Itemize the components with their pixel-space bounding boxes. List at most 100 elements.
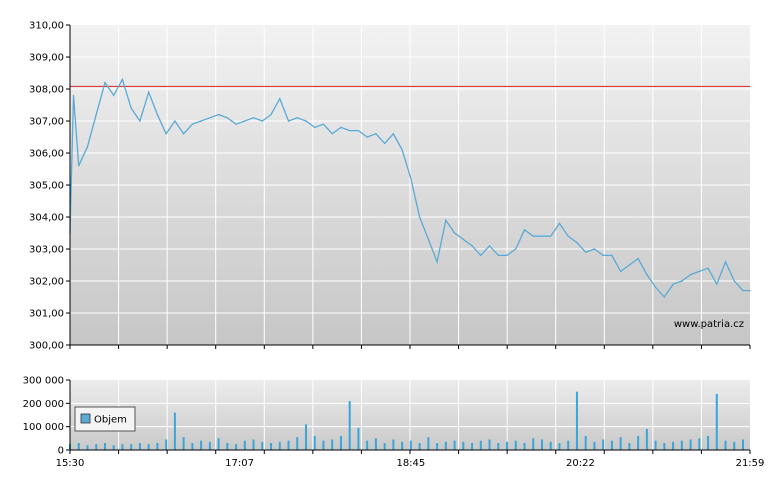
volume-bar [322,440,325,450]
volume-bar [103,443,106,450]
price-point [165,133,167,135]
volume-bar [453,440,456,450]
volume-bar [514,440,517,450]
price-point [130,107,132,109]
price-point [121,78,124,80]
price-point [217,114,220,116]
volume-bar [191,443,194,450]
price-point [716,283,718,285]
volume-y-tick-label: 0 [58,446,64,457]
volume-bar [392,439,395,450]
price-point [174,120,176,122]
price-point [550,235,552,237]
price-point [78,165,80,167]
volume-bar [549,441,552,450]
price-point [445,219,447,221]
price-point [296,117,298,119]
volume-bar [409,440,412,450]
price-point [209,117,211,119]
x-tick-label: 17:07 [225,458,254,469]
volume-bar [654,440,657,450]
volume-bar [558,443,561,450]
volume-bar [698,438,701,450]
price-point [419,216,421,218]
price-point [488,245,491,247]
volume-bar [112,445,115,450]
x-tick-label: 15:30 [56,458,85,469]
price-y-tick-label: 304,00 [29,213,64,224]
volume-bar [287,440,290,450]
price-point [672,283,674,285]
price-point [104,82,106,84]
price-point [384,142,386,144]
price-point [279,98,281,100]
price-y-tick-label: 307,00 [29,117,64,128]
volume-bar [575,391,578,450]
price-point [366,136,368,138]
volume-bar [742,439,745,450]
price-point [453,232,456,234]
volume-bar [672,441,675,450]
price-point [628,264,630,266]
volume-bar [331,439,334,450]
volume-bar [278,441,281,450]
price-point [567,235,569,237]
volume-bar [471,443,474,450]
volume-y-tick-label: 100 000 [23,422,64,433]
price-point [305,120,307,122]
price-point [532,235,534,237]
volume-bar [208,441,211,450]
price-point [139,120,141,122]
price-point [357,130,360,132]
volume-bar [602,439,605,450]
volume-bar [523,443,526,450]
price-point [462,238,464,240]
volume-bar [261,441,264,450]
price-point [261,120,263,122]
volume-bar [182,437,185,450]
volume-bar [663,443,666,450]
volume-bar [645,429,648,450]
volume-bar [296,437,299,450]
volume-bar [200,440,203,450]
price-point [620,270,622,272]
price-point [681,280,683,282]
price-point [471,245,473,247]
volume-bar [226,443,229,450]
volume-bar [313,436,316,450]
price-point [340,126,342,128]
price-point [252,117,255,119]
volume-bar [383,443,386,450]
volume-bar [339,436,342,450]
volume-y-tick-label: 200 000 [23,399,64,410]
price-point [593,248,596,250]
price-point [436,261,438,263]
volume-bar [366,440,369,450]
price-point [191,123,193,125]
price-point [226,117,228,119]
price-point [558,222,561,224]
price-point [698,270,700,272]
price-point [523,229,526,231]
volume-bar [532,438,535,450]
volume-bar [462,441,465,450]
price-point [113,94,115,96]
volume-bar [252,439,255,450]
volume-bar [680,440,683,450]
volume-bar [707,436,710,450]
legend-label: Objem [94,415,127,426]
price-point [270,114,272,116]
volume-y-tick-label: 300 000 [23,376,64,387]
volume-bar [235,444,238,450]
price-point [401,149,403,151]
volume-bar [77,443,80,450]
price-point [349,130,351,132]
volume-bar [427,437,430,450]
volume-bar [733,441,736,450]
volume-bar [540,439,543,450]
price-point [742,290,744,292]
volume-bar [619,437,622,450]
volume-bar [593,441,596,450]
